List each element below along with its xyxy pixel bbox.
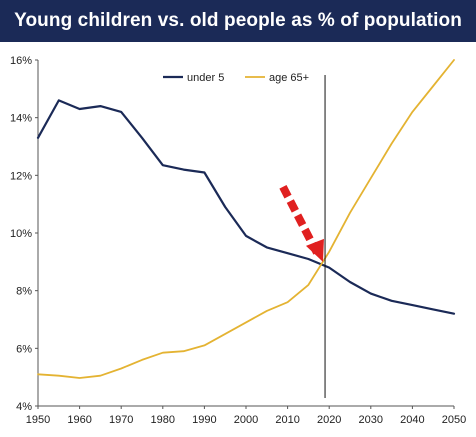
x-tick-label: 2010 <box>275 414 299 426</box>
red-arrow-shaft <box>279 185 321 255</box>
series-line-under-5 <box>36 99 456 315</box>
x-tick-label: 1960 <box>67 414 91 426</box>
y-tick-label: 16% <box>10 55 32 67</box>
y-tick-label: 14% <box>10 113 32 125</box>
y-tick-label: 12% <box>10 170 32 182</box>
x-tick-label: 1950 <box>26 414 50 426</box>
chart-title: Young children vs. old people as % of po… <box>14 10 462 31</box>
x-tick-label: 2000 <box>234 414 258 426</box>
chart-title-bar: Young children vs. old people as % of po… <box>0 0 476 42</box>
series-line-age-65-plus <box>37 59 455 379</box>
x-tick-label: 1980 <box>151 414 175 426</box>
y-tick-label: 4% <box>16 401 32 413</box>
y-tick-label: 10% <box>10 228 32 240</box>
x-tick-label: 1970 <box>109 414 133 426</box>
axes: 4% 6% 8% 10% 12% 14% 16% 1950 1960 1970 1980 1990 20… <box>10 55 466 426</box>
x-tick-label: 2040 <box>400 414 424 426</box>
x-tick-label: 2050 <box>442 414 466 426</box>
red-arrow-head <box>305 238 324 262</box>
annotations <box>279 75 326 398</box>
x-tick-label: 1990 <box>192 414 216 426</box>
x-tick-label: 2020 <box>317 414 341 426</box>
x-tick-label: 2030 <box>359 414 383 426</box>
series-layer <box>36 59 456 379</box>
y-tick-label: 6% <box>16 343 32 355</box>
legend-label-under-5: under 5 <box>187 72 224 84</box>
legend-label-age-65: age 65+ <box>269 72 309 84</box>
legend: under 5 age 65+ <box>163 72 309 84</box>
y-tick-label: 8% <box>16 286 32 298</box>
